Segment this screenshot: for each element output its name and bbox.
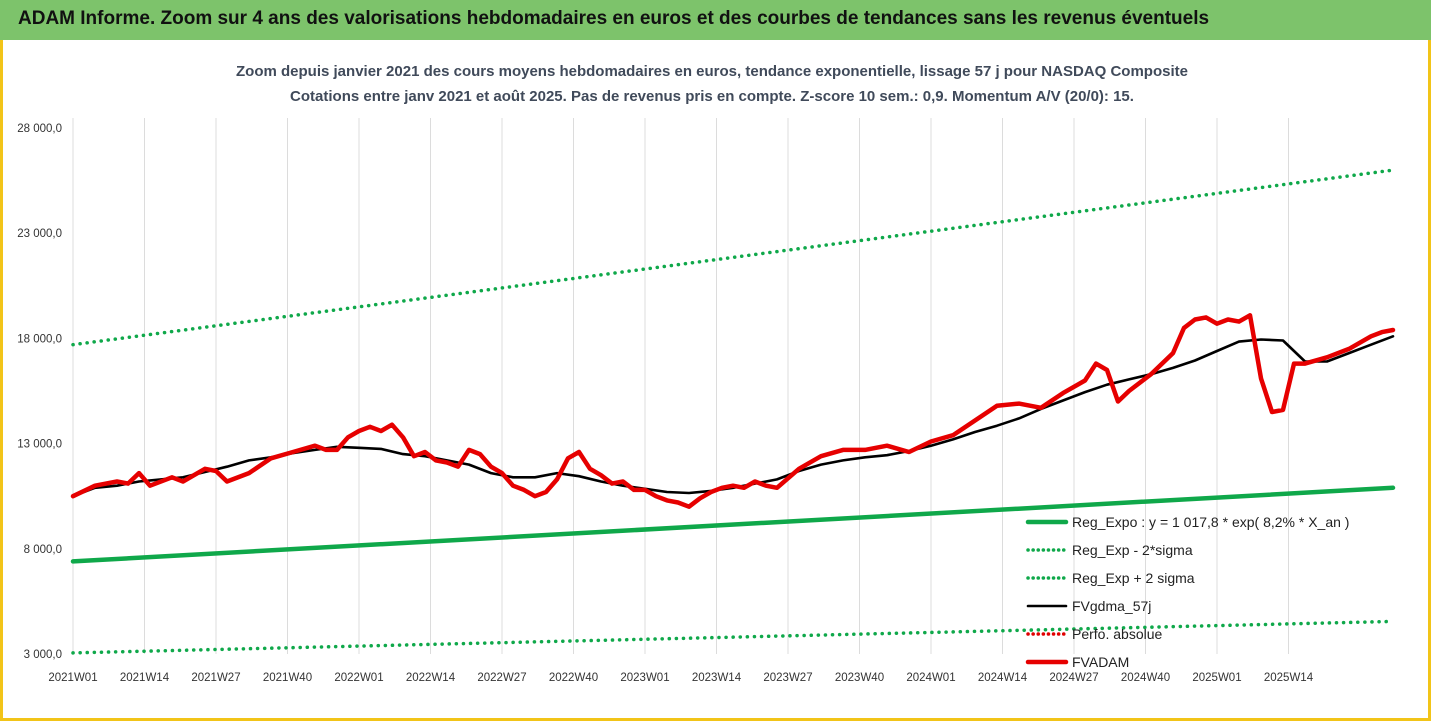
x-tick-label: 2025W01 <box>1192 672 1241 684</box>
legend-label: Reg_Exp - 2*sigma <box>1072 542 1193 558</box>
y-axis-ticks: 3 000,0 8 000,0 13 000,0 18 000,0 23 000,0 28… <box>17 123 62 661</box>
x-tick-label: 2021W27 <box>191 672 240 684</box>
legend-label: Reg_Expo : y = 1 017,8 * exp( 8,2% * X_a… <box>1072 514 1349 530</box>
x-tick-label: 2024W40 <box>1121 672 1170 684</box>
x-axis-ticks: 2021W01 2021W14 2021W27 2021W40 2022W01 2022W… <box>48 672 1313 684</box>
chart-subtitle: Cotations entre janv 2021 et août 2025. … <box>290 88 1134 105</box>
y-tick-label: 3 000,0 <box>24 649 62 661</box>
x-tick-label: 2022W27 <box>477 672 526 684</box>
x-tick-label: 2023W14 <box>692 672 742 684</box>
x-tick-label: 2023W27 <box>763 672 812 684</box>
x-tick-label: 2021W01 <box>48 672 97 684</box>
vertical-gridlines <box>72 118 1289 654</box>
x-tick-label: 2024W27 <box>1049 672 1098 684</box>
series-lines <box>70 168 1396 655</box>
legend-label: FVADAM <box>1072 654 1129 670</box>
x-tick-label: 2022W14 <box>406 672 456 684</box>
legend-label: Perfo. absolue <box>1072 626 1162 642</box>
report-banner: ADAM Informe. Zoom sur 4 ans des valoris… <box>0 0 1431 40</box>
series-line-5 <box>70 313 1396 509</box>
legend-label: Reg_Exp + 2 sigma <box>1072 570 1195 586</box>
x-tick-label: 2021W40 <box>263 672 312 684</box>
y-tick-label: 23 000,0 <box>17 228 62 240</box>
x-tick-label: 2023W01 <box>620 672 669 684</box>
y-tick-label: 18 000,0 <box>17 333 62 345</box>
x-tick-label: 2024W14 <box>978 672 1028 684</box>
y-tick-label: 28 000,0 <box>17 123 62 135</box>
legend-label: FVgdma_57j <box>1072 598 1151 614</box>
x-tick-label: 2021W14 <box>120 672 170 684</box>
chart-frame <box>0 40 1431 721</box>
series-line-0 <box>70 485 1396 564</box>
x-tick-label: 2024W01 <box>906 672 955 684</box>
series-line-3 <box>71 334 1395 498</box>
line-chart: Zoom depuis janvier 2021 des cours moyen… <box>17 63 1396 684</box>
x-tick-label: 2023W40 <box>835 672 884 684</box>
series-line-2 <box>71 168 1395 347</box>
legend: Reg_Expo : y = 1 017,8 * exp( 8,2% * X_a… <box>1025 514 1349 670</box>
banner-title: ADAM Informe. Zoom sur 4 ans des valoris… <box>18 8 1210 29</box>
x-tick-label: 2022W01 <box>334 672 383 684</box>
y-tick-label: 13 000,0 <box>17 439 62 451</box>
x-tick-label: 2022W40 <box>549 672 598 684</box>
x-tick-label: 2025W14 <box>1264 672 1314 684</box>
series-line-1 <box>71 619 1395 655</box>
chart-title: Zoom depuis janvier 2021 des cours moyen… <box>236 63 1188 80</box>
y-tick-label: 8 000,0 <box>24 544 62 556</box>
